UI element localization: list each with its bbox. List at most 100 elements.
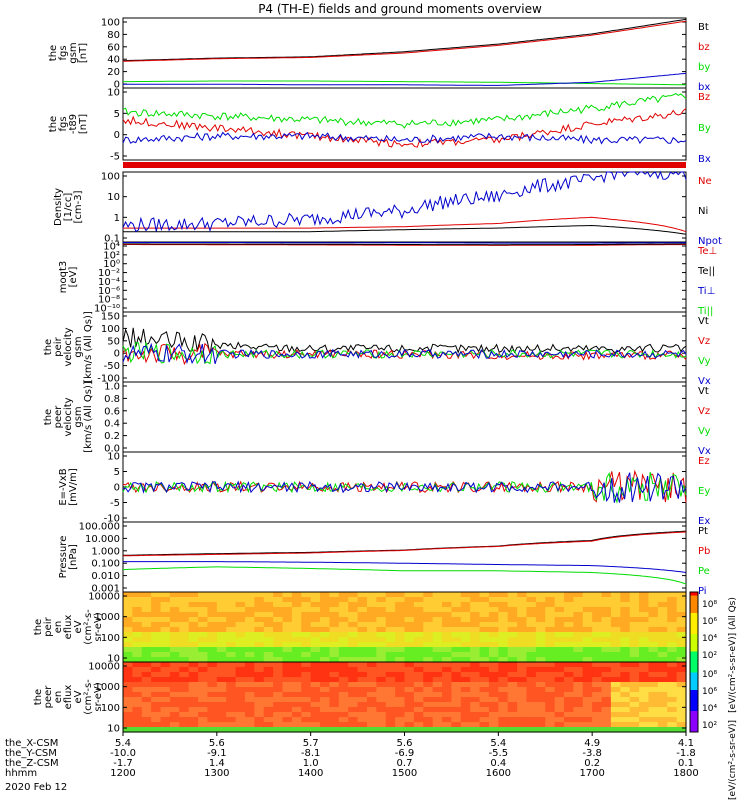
spectrogram-cell xyxy=(282,612,293,618)
spectrogram-cell xyxy=(610,687,621,693)
spectrogram-cell xyxy=(395,687,406,693)
spectrogram-cell xyxy=(282,617,293,623)
spectrogram-cell xyxy=(413,712,424,718)
y-tick-label: 10⁰ xyxy=(103,259,120,270)
spectrogram-cell xyxy=(639,697,650,703)
spectrogram-cell xyxy=(273,702,284,708)
spectrogram-cell xyxy=(657,672,668,678)
spectrogram-cell xyxy=(535,727,546,733)
legend-entry: Vt xyxy=(698,386,709,397)
spectrogram-cell xyxy=(179,642,190,648)
spectrogram-cell xyxy=(376,712,387,718)
spectrogram-cell xyxy=(582,692,593,698)
spectrogram-cell xyxy=(188,657,199,663)
spectrogram-cell xyxy=(535,717,546,723)
spectrogram-cell xyxy=(413,642,424,648)
x-tick-label: 1300 xyxy=(204,768,229,779)
spectrogram-cell xyxy=(366,607,377,613)
y-axis-label-line: Pressure xyxy=(58,536,69,579)
spectrogram-cell xyxy=(338,612,349,618)
spectrogram-cell xyxy=(123,652,133,658)
spectrogram-cell xyxy=(291,662,302,668)
spectrogram-cell xyxy=(329,652,340,658)
spectrogram-cell xyxy=(470,647,481,653)
spectrogram-cell xyxy=(460,612,471,618)
spectrogram-cell xyxy=(545,697,556,703)
spectrogram-cell xyxy=(132,702,143,708)
spectrogram-cell xyxy=(151,667,162,673)
spectrogram-cell xyxy=(507,597,518,603)
spectrogram-cell xyxy=(498,707,509,713)
spectrogram-cell xyxy=(244,707,255,713)
spectrogram-cell xyxy=(348,722,359,728)
spectrogram-cell xyxy=(273,647,284,653)
spectrogram-cell xyxy=(263,687,274,693)
spectrogram-cell xyxy=(329,607,340,613)
spectrogram-cell xyxy=(226,707,237,713)
spectrogram-cell xyxy=(160,592,171,598)
spectrogram-cell xyxy=(169,657,180,663)
colorbar-segment xyxy=(690,693,698,698)
y-tick-label: 0.010 xyxy=(91,571,120,582)
spectrogram-cell xyxy=(582,652,593,658)
y-tick-label: 40 xyxy=(107,55,120,66)
spectrogram-cell xyxy=(601,687,612,693)
spectrogram-cell xyxy=(357,707,368,713)
spectrogram-cell xyxy=(179,722,190,728)
spectrogram-cell xyxy=(385,717,396,723)
spectrogram-cell xyxy=(179,632,190,638)
spectrogram-cell xyxy=(301,682,312,688)
spectrogram-cell xyxy=(254,712,265,718)
spectrogram-cell xyxy=(226,622,237,628)
spectrogram-cell xyxy=(582,627,593,633)
spectrogram-cell xyxy=(254,697,265,703)
spectrogram-cell xyxy=(226,637,237,643)
spectrogram-cell xyxy=(244,682,255,688)
spectrogram-cell xyxy=(188,707,199,713)
colorbar-segment xyxy=(690,728,698,733)
spectrogram-cell xyxy=(545,617,556,623)
spectrogram-cell xyxy=(385,637,396,643)
x-tick-label: -1.8 xyxy=(676,748,696,759)
spectrogram-cell xyxy=(423,637,434,643)
spectrogram-cell xyxy=(648,642,659,648)
spectrogram-cell xyxy=(338,727,349,733)
spectrogram-cell xyxy=(423,617,434,623)
spectrogram-cell xyxy=(488,677,499,683)
spectrogram-cell xyxy=(507,672,518,678)
spectrogram-cell xyxy=(320,682,331,688)
colorbar-segment xyxy=(690,700,698,705)
spectrogram-cell xyxy=(526,597,537,603)
spectrogram-cell xyxy=(657,727,668,733)
spectrogram-cell xyxy=(582,647,593,653)
spectrogram-cell xyxy=(479,682,490,688)
spectrogram-cell xyxy=(610,712,621,718)
y-tick-label: 80 xyxy=(107,30,120,41)
spectrogram-cell xyxy=(348,597,359,603)
spectrogram-cell xyxy=(320,717,331,723)
spectrogram-cell xyxy=(216,687,227,693)
spectrogram-cell xyxy=(301,717,312,723)
spectrogram-cell xyxy=(629,617,640,623)
spectrogram-cell xyxy=(423,672,434,678)
spectrogram-cell xyxy=(451,612,462,618)
spectrogram-cell xyxy=(432,672,443,678)
spectrogram-cell xyxy=(235,692,246,698)
spectrogram-cell xyxy=(348,697,359,703)
spectrogram-cell xyxy=(582,632,593,638)
spectrogram-cell xyxy=(620,672,631,678)
spectrogram-cell xyxy=(629,712,640,718)
spectrogram-cell xyxy=(301,617,312,623)
spectrogram-cell xyxy=(676,627,687,633)
spectrogram-cell xyxy=(207,637,218,643)
spectrogram-cell xyxy=(413,662,424,668)
spectrogram-cell xyxy=(676,692,687,698)
spectrogram-cell xyxy=(216,667,227,673)
spectrogram-cell xyxy=(610,607,621,613)
spectrogram-cell xyxy=(601,672,612,678)
spectrogram-cell xyxy=(423,687,434,693)
spectrogram-cell xyxy=(123,607,133,613)
spectrogram-cell xyxy=(301,702,312,708)
spectrogram-cell xyxy=(348,687,359,693)
